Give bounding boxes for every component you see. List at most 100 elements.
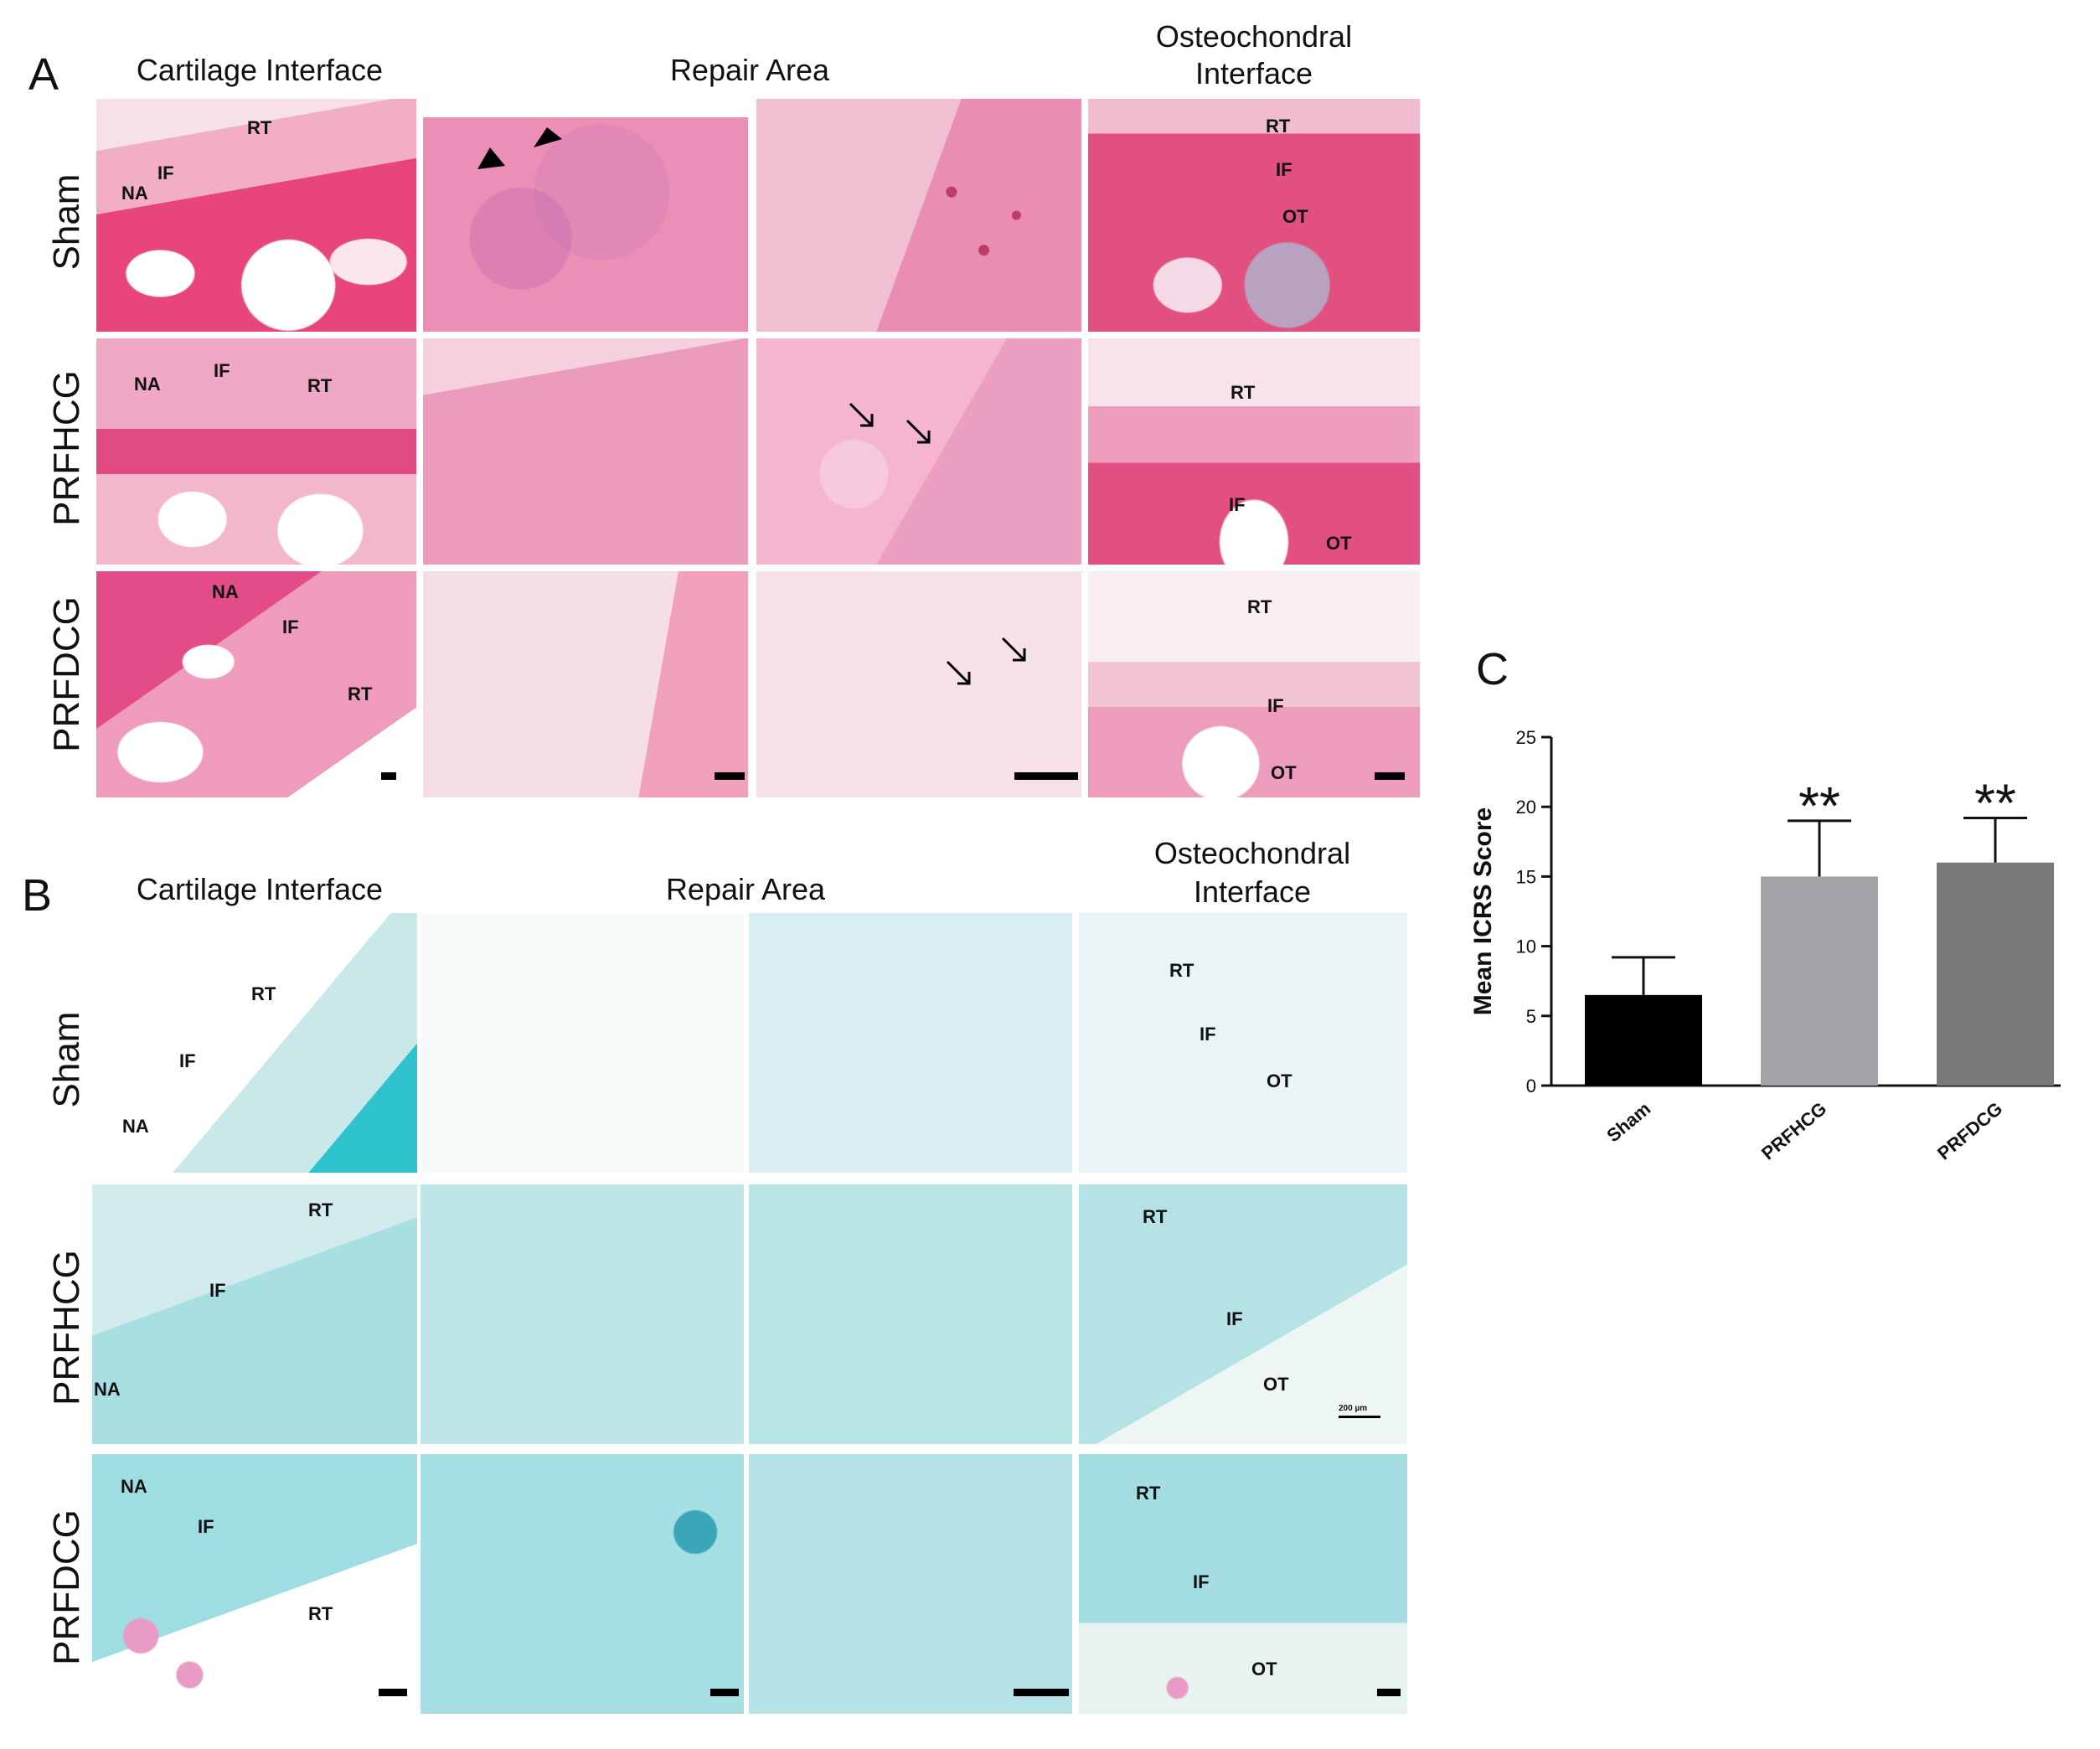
he-sham-osteochondral-interface-image: RT IF OT	[1088, 99, 1420, 332]
x-tick-label-prfdcg: PRFDCG	[1933, 1098, 2006, 1164]
label-if: IF	[1193, 1571, 1210, 1592]
scale-bar	[715, 772, 745, 780]
panel-a-row-prfhcg: PRFHCG	[46, 370, 87, 526]
arrow-markers	[849, 402, 931, 444]
label-rt: RT	[348, 684, 373, 704]
x-tick-label-sham: Sham	[1602, 1098, 1654, 1147]
arrowhead-markers	[477, 127, 562, 169]
bar-prfhcg	[1761, 876, 1878, 1086]
stain-sham-repair-area-2-image	[749, 913, 1072, 1173]
y-tick-label: 25	[1516, 727, 1536, 748]
label-rt: RT	[1169, 960, 1194, 981]
bar-prfdcg	[1937, 862, 2054, 1086]
he-prfdcg-repair-area-1-image	[423, 571, 748, 797]
he-prfdcg-repair-area-2-image	[756, 571, 1081, 797]
label-rt: RT	[1266, 116, 1291, 137]
stain-prfdcg-osteochondral-interface-image: RT IF OT	[1079, 1454, 1407, 1714]
stain-prfhcg-repair-area-2-image	[749, 1184, 1072, 1444]
panel-b-row-prfdcg: PRFDCG	[46, 1509, 87, 1665]
y-ticks: 0 5 10 15 20 25	[1516, 727, 1551, 1096]
label-rt: RT	[1231, 382, 1256, 403]
he-prfhcg-osteochondral-interface-image: RT IF OT	[1088, 338, 1420, 565]
label-rt: RT	[1247, 596, 1272, 617]
panel-a-letter: A	[28, 49, 59, 100]
label-if: IF	[1229, 494, 1246, 515]
he-sham-repair-area-1-image	[423, 99, 748, 332]
panel-c-letter: C	[1476, 644, 1509, 694]
he-sham-cartilage-interface-image: RT IF NA	[96, 99, 416, 332]
label-if: IF	[179, 1050, 196, 1071]
label-if: IF	[198, 1516, 214, 1537]
stain-prfdcg-cartilage-interface-image: NA IF RT	[92, 1454, 417, 1714]
stain-sham-osteochondral-interface-image: RT IF OT	[1079, 913, 1407, 1173]
label-na: NA	[122, 1116, 149, 1137]
he-sham-repair-area-2-image	[756, 99, 1081, 332]
label-na: NA	[121, 1476, 147, 1497]
label-ot: OT	[1282, 206, 1308, 227]
panel-a-header-repair-area: Repair Area	[669, 53, 830, 87]
stain-prfdcg-repair-area-1-image	[421, 1454, 744, 1714]
label-if: IF	[1276, 159, 1293, 180]
label-ot: OT	[1263, 1374, 1289, 1395]
y-tick-label: 15	[1516, 866, 1536, 887]
label-rt: RT	[308, 1200, 333, 1220]
panel-a-row-sham: Sham	[46, 173, 87, 271]
he-prfhcg-cartilage-interface-image: NA IF RT	[96, 338, 416, 565]
label-na: NA	[94, 1379, 121, 1400]
label-rt: RT	[1143, 1206, 1168, 1227]
scale-bar	[379, 1689, 407, 1696]
panel-b-header-osteochondral-interface: Osteochondral Interface	[1153, 836, 1351, 909]
stain-prfdcg-repair-area-2-image	[749, 1454, 1072, 1714]
panel-a-header-osteochondral-interface: Osteochondral Interface	[1155, 19, 1353, 90]
label-if: IF	[157, 163, 174, 183]
stain-sham-cartilage-interface-image: RT IF NA	[92, 913, 417, 1173]
panel-b-header-cartilage-interface: Cartilage Interface	[136, 872, 384, 906]
panel-b-row-prfhcg: PRFHCG	[46, 1250, 87, 1406]
he-prfdcg-cartilage-interface-image: NA IF RT	[96, 571, 416, 797]
label-ot: OT	[1271, 762, 1297, 783]
scale-bar	[1014, 772, 1078, 780]
panel-b-row-sham: Sham	[46, 1011, 87, 1108]
y-tick-label: 10	[1516, 936, 1536, 957]
scale-bar	[381, 772, 396, 780]
arrow-markers	[946, 637, 1026, 685]
label-ot: OT	[1267, 1071, 1293, 1091]
bar-sham	[1585, 994, 1702, 1086]
stain-prfhcg-repair-area-1-image	[421, 1184, 744, 1444]
x-tick-labels: Sham PRFHCG PRFDCG	[1602, 1098, 2006, 1164]
stain-prfhcg-cartilage-interface-image: RT IF NA	[92, 1184, 417, 1444]
label-if: IF	[282, 617, 299, 637]
he-prfhcg-repair-area-2-image	[756, 338, 1081, 565]
y-tick-label: 0	[1526, 1076, 1536, 1096]
label-ot: OT	[1326, 533, 1352, 554]
scale-bar	[1339, 1416, 1380, 1418]
label-rt: RT	[251, 983, 276, 1004]
label-if: IF	[1267, 695, 1284, 716]
panel-b-letter: B	[22, 870, 53, 921]
label-na: NA	[121, 183, 148, 204]
label-if: IF	[214, 360, 230, 381]
scale-bar	[1377, 1689, 1401, 1696]
label-rt: RT	[1136, 1483, 1161, 1504]
bars	[1585, 862, 2054, 1086]
y-tick-label: 20	[1516, 797, 1536, 818]
y-tick-label: 5	[1526, 1006, 1536, 1027]
significance-marker: **	[1974, 773, 2016, 833]
label-rt: RT	[307, 375, 333, 396]
panel-a-header-cartilage-interface: Cartilage Interface	[136, 53, 384, 87]
label-if: IF	[209, 1280, 226, 1301]
label-rt: RT	[308, 1603, 333, 1624]
scale-bar-label: 200 µm	[1339, 1404, 1368, 1413]
label-na: NA	[134, 374, 161, 395]
he-prfhcg-repair-area-1-image	[423, 338, 748, 565]
label-if: IF	[1226, 1308, 1243, 1329]
label-if: IF	[1200, 1024, 1216, 1045]
panel-a-row-prfdcg: PRFDCG	[46, 596, 87, 752]
label-na: NA	[212, 581, 239, 602]
y-axis-title: Mean ICRS Score	[1469, 807, 1497, 1015]
x-tick-label-prfhcg: PRFHCG	[1757, 1098, 1830, 1164]
he-prfdcg-osteochondral-interface-image: RT IF OT	[1088, 571, 1420, 797]
significance-markers: ** **	[1798, 773, 2016, 836]
label-ot: OT	[1251, 1659, 1277, 1679]
significance-marker: **	[1798, 776, 1840, 836]
